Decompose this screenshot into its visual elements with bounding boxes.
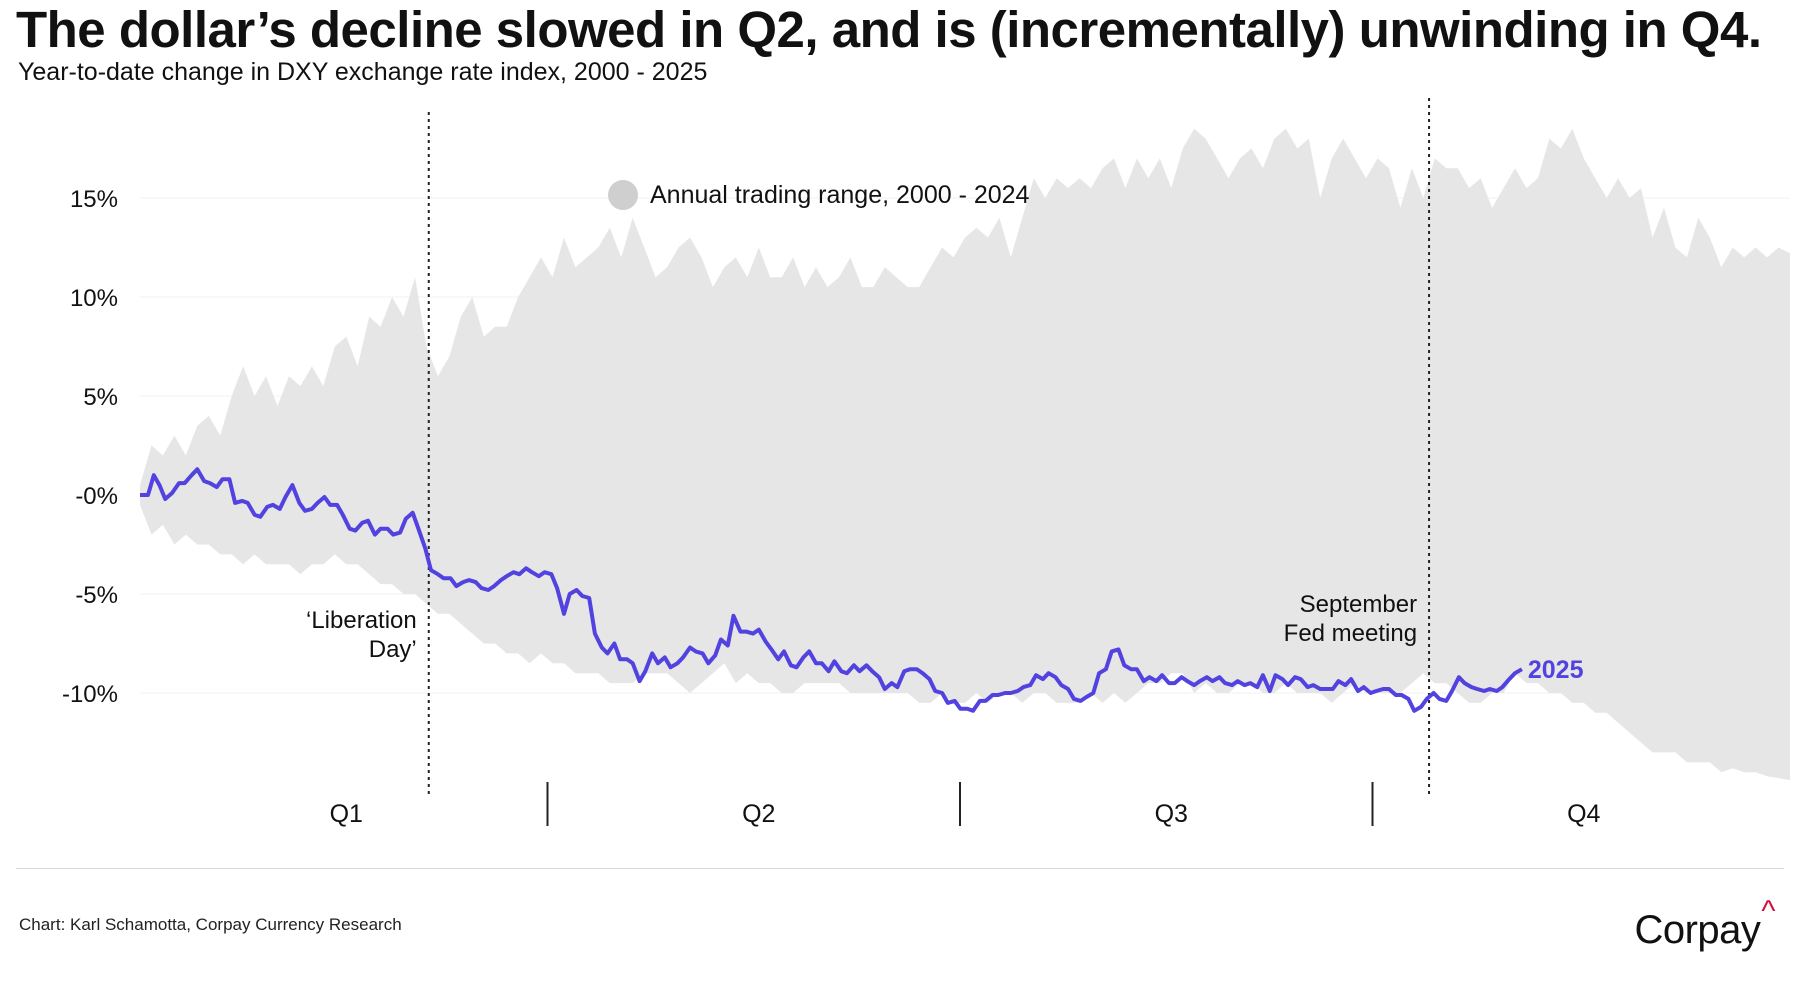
trading-range-area <box>140 128 1790 781</box>
chart: 15% 10% 5% -0% -5% -10% Q1 Q2 Q3 Q4 ‘LiberationD… <box>62 98 1790 828</box>
y-tick-label: 5% <box>83 384 118 411</box>
quarter-label: Q4 <box>1567 800 1600 828</box>
logo-caret-mark: ^ <box>1761 895 1775 928</box>
legend: Annual trading range, 2000 - 2024 <box>608 180 1030 210</box>
annotation-label: Day’ <box>369 636 417 663</box>
chart-subtitle: Year-to-date change in DXY exchange rate… <box>18 58 708 86</box>
corpay-logo: Corpay^ <box>1634 895 1775 953</box>
y-tick-label: 10% <box>70 285 118 312</box>
y-tick-label: 15% <box>70 186 118 213</box>
legend-label: Annual trading range, 2000 - 2024 <box>650 181 1030 209</box>
quarter-label: Q3 <box>1155 800 1188 828</box>
footer-divider <box>16 868 1784 869</box>
y-tick-label: -5% <box>75 582 118 609</box>
annotation-label: September <box>1300 591 1417 618</box>
quarter-label: Q1 <box>330 800 363 828</box>
annotation-label: ‘Liberation <box>306 607 417 634</box>
y-tick-label: -0% <box>75 483 118 510</box>
legend-swatch <box>608 180 638 210</box>
quarter-label: Q2 <box>742 800 775 828</box>
y-tick-label: -10% <box>62 681 118 708</box>
series-label-2025: 2025 <box>1528 656 1584 684</box>
quarter-axis: Q1 Q2 Q3 Q4 <box>330 782 1601 828</box>
y-axis-ticks: 15% 10% 5% -0% -5% -10% <box>62 186 118 708</box>
chart-title: The dollar’s decline slowed in Q2, and i… <box>16 1 1762 58</box>
source-credit: Chart: Karl Schamotta, Corpay Currency R… <box>19 915 402 934</box>
logo-wordmark: Corpay <box>1634 908 1761 952</box>
series-line-2025 <box>140 467 1523 713</box>
annotation-label: Fed meeting <box>1284 620 1417 647</box>
